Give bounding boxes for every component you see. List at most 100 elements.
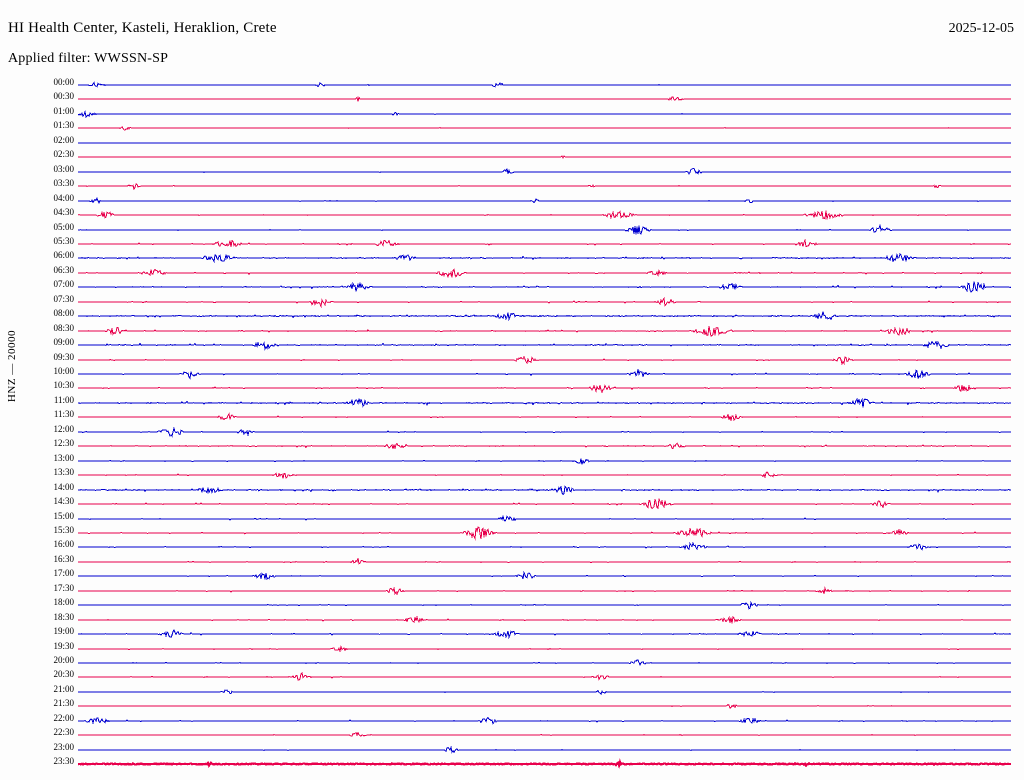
trace-row-time-label: 22:00 (53, 712, 74, 723)
trace-row: 13:30 (0, 468, 1024, 482)
trace-row-time-label: 17:30 (53, 582, 74, 593)
seismogram-trace (78, 426, 1012, 438)
seismogram-trace (78, 745, 1012, 754)
trace-row: 18:30 (0, 611, 1024, 627)
trace-row-time-label: 21:00 (53, 683, 74, 694)
trace-row: 08:30 (0, 322, 1024, 338)
trace-row-time-label: 05:00 (53, 221, 74, 232)
trace-row: 00:30 (0, 92, 1024, 106)
trace-row-time-label: 19:00 (53, 626, 74, 637)
trace-row-time-label: 07:30 (53, 293, 74, 304)
trace-row-time-label: 10:30 (53, 380, 74, 391)
trace-row: 02:30 (0, 150, 1024, 164)
trace-row-time-label: 16:00 (53, 539, 74, 550)
seismogram-trace (78, 704, 1012, 710)
trace-row: 19:30 (0, 640, 1024, 656)
trace-row-time-label: 06:30 (53, 264, 74, 275)
seismogram-trace (78, 557, 1012, 565)
seismogram-trace (78, 471, 1012, 479)
trace-row: 00:00 (0, 78, 1024, 92)
seismogram-trace (78, 384, 1012, 394)
trace-row-time-label: 11:00 (53, 394, 74, 405)
trace-row: 05:30 (0, 235, 1024, 251)
trace-row: 01:30 (0, 121, 1024, 135)
record-date: 2025-12-05 (948, 21, 1014, 36)
trace-row-time-label: 12:30 (53, 438, 74, 449)
trace-row-time-label: 14:30 (53, 496, 74, 507)
trace-row-time-label: 16:30 (53, 553, 74, 564)
trace-row: 10:00 (0, 367, 1024, 381)
trace-row: 23:30 (0, 757, 1024, 771)
trace-row: 20:00 (0, 656, 1024, 670)
trace-row: 09:30 (0, 352, 1024, 367)
trace-row-time-label: 04:00 (53, 192, 74, 203)
seismogram-trace (78, 758, 1012, 770)
seismogram-trace (78, 196, 1012, 204)
trace-row: 15:30 (0, 524, 1024, 541)
trace-row-time-label: 02:00 (53, 134, 74, 145)
seismogram-trace (78, 155, 1012, 159)
seismogram-trace (78, 340, 1012, 351)
seismogram-trace (78, 142, 1012, 144)
seismogram-trace (78, 442, 1012, 451)
seismogram-trace (78, 369, 1012, 380)
trace-row: 21:00 (0, 683, 1024, 699)
trace-row: 13:00 (0, 452, 1024, 468)
seismogram-trace (78, 109, 1012, 118)
trace-row: 22:30 (0, 728, 1024, 742)
seismogram-trace (78, 514, 1012, 522)
trace-row: 07:00 (0, 280, 1024, 294)
trace-row-time-label: 08:30 (53, 322, 74, 333)
seismogram-trace (78, 716, 1012, 725)
trace-row: 14:30 (0, 497, 1024, 511)
trace-row: 17:00 (0, 569, 1024, 583)
seismogram-trace (78, 126, 1012, 132)
trace-row: 03:30 (0, 179, 1024, 193)
seismogram-trace (78, 672, 1012, 682)
trace-row-time-label: 13:30 (53, 467, 74, 478)
trace-row: 09:00 (0, 338, 1024, 352)
trace-row-time-label: 06:00 (53, 250, 74, 261)
trace-row-time-label: 11:30 (53, 409, 74, 420)
seismogram-trace (78, 526, 1012, 541)
trace-row: 19:00 (0, 627, 1024, 641)
seismogram-trace (78, 412, 1012, 422)
seismogram-trace (78, 458, 1012, 465)
seismogram-trace (78, 629, 1012, 640)
trace-row: 15:00 (0, 510, 1024, 526)
seismogram-trace (78, 644, 1012, 653)
trace-row: 01:00 (0, 105, 1024, 121)
trace-row: 11:30 (0, 410, 1024, 424)
trace-row-time-label: 18:30 (53, 611, 74, 622)
trace-row: 18:00 (0, 598, 1024, 612)
seismogram-trace (78, 223, 1012, 235)
trace-row-time-label: 09:00 (53, 337, 74, 348)
trace-row-time-label: 15:00 (53, 510, 74, 521)
trace-row: 12:30 (0, 439, 1024, 453)
trace-row-time-label: 19:30 (53, 640, 74, 651)
trace-row-time-label: 21:30 (53, 698, 74, 709)
trace-row: 04:00 (0, 192, 1024, 208)
trace-row-time-label: 08:00 (53, 308, 74, 319)
trace-row-time-label: 07:00 (53, 279, 74, 290)
trace-row: 20:30 (0, 670, 1024, 684)
seismogram-trace (78, 238, 1012, 248)
trace-row-time-label: 12:00 (53, 423, 74, 434)
trace-row-time-label: 23:30 (53, 756, 74, 767)
trace-row-time-label: 04:30 (53, 207, 74, 218)
trace-row-time-label: 15:30 (53, 524, 74, 535)
seismogram-trace (78, 167, 1012, 175)
trace-row-time-label: 03:30 (53, 178, 74, 189)
trace-row: 02:00 (0, 134, 1024, 150)
trace-row-time-label: 20:00 (53, 655, 74, 665)
trace-row: 17:30 (0, 582, 1024, 598)
trace-row-time-label: 18:00 (53, 597, 74, 608)
trace-row: 16:30 (0, 553, 1024, 569)
seismogram-trace-panel: 00:00 00:30 01:00 01:30 02:00 02:30 03:00 03:30… (0, 78, 1024, 773)
trace-row-time-label: 01:00 (53, 105, 74, 116)
trace-row-time-label: 05:30 (53, 235, 74, 246)
trace-row: 16:00 (0, 540, 1024, 554)
trace-row-time-label: 13:00 (53, 452, 74, 463)
seismogram-trace (78, 484, 1012, 495)
trace-row: 04:30 (0, 208, 1024, 222)
